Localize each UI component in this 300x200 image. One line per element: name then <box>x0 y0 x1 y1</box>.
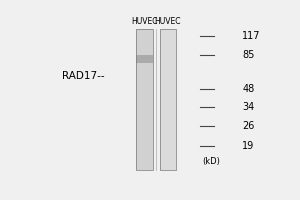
Bar <box>136 55 153 62</box>
Text: 85: 85 <box>242 50 254 60</box>
Text: 48: 48 <box>242 84 254 94</box>
Bar <box>136 29 153 170</box>
Bar <box>136 29 153 170</box>
Text: 19: 19 <box>242 141 254 151</box>
Bar <box>160 29 176 170</box>
Bar <box>160 29 176 170</box>
Text: 117: 117 <box>242 31 261 41</box>
Text: 26: 26 <box>242 121 254 131</box>
Text: HUVEC: HUVEC <box>154 17 181 26</box>
Text: 34: 34 <box>242 102 254 112</box>
Text: HUVEC: HUVEC <box>131 17 158 26</box>
Text: (kD): (kD) <box>202 157 220 166</box>
Text: RAD17--: RAD17-- <box>62 71 105 81</box>
